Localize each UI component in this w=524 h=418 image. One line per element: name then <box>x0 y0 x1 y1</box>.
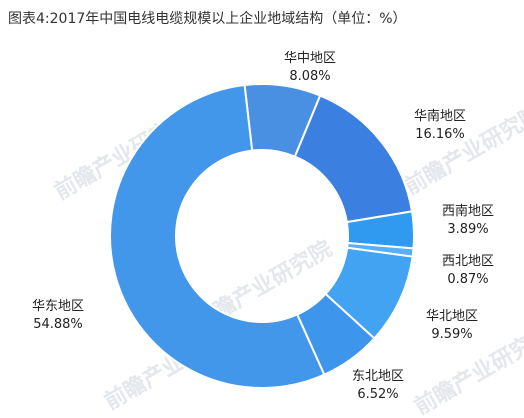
slice-label-name: 华北地区 <box>426 309 478 324</box>
slice-labels: 华中地区 8.08% 华南地区 16.16% 西南地区 3.89% 西北地区 0.87% 华北地… <box>32 51 494 402</box>
slice-label-name: 华东地区 <box>32 299 84 314</box>
slice-label-value: 6.52% <box>357 387 398 402</box>
slice-label-name: 东北地区 <box>352 369 404 384</box>
slice-6 <box>109 83 326 389</box>
slice-label-value: 16.16% <box>415 127 465 142</box>
slice-1 <box>293 94 414 224</box>
slice-label-value: 0.87% <box>447 272 488 287</box>
slice-label-name: 华中地区 <box>284 51 336 66</box>
slice-label-name: 西南地区 <box>442 203 494 219</box>
slice-label-name: 西北地区 <box>442 254 494 269</box>
donut-slices <box>109 83 415 389</box>
chart-title: 图表4:2017年中国电线电缆规模以上企业地域结构（单位：%） <box>8 11 407 27</box>
slice-label-name: 华南地区 <box>414 108 466 124</box>
slice-label-value: 3.89% <box>447 222 488 237</box>
slice-label-value: 54.88% <box>33 317 83 332</box>
slice-label-value: 8.08% <box>289 69 330 84</box>
slice-label-value: 9.59% <box>431 327 472 342</box>
